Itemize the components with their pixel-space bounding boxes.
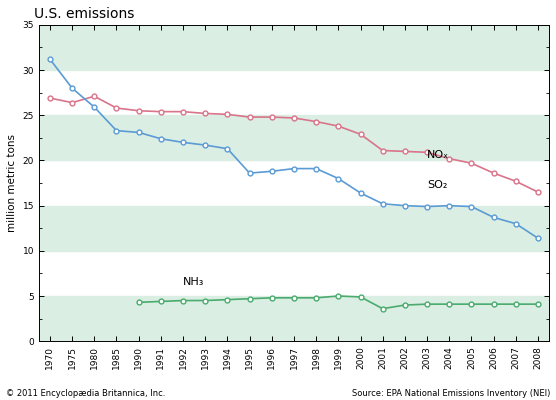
Text: Source: EPA National Emissions Inventory (NEI): Source: EPA National Emissions Inventory… (352, 389, 550, 398)
Text: © 2011 Encyclopædia Britannica, Inc.: © 2011 Encyclopædia Britannica, Inc. (6, 389, 165, 398)
Bar (39, 25, 549, 70)
Text: NOₓ: NOₓ (427, 150, 449, 160)
Y-axis label: million metric tons: million metric tons (7, 134, 17, 232)
Bar (39, 296, 549, 341)
Text: U.S. emissions: U.S. emissions (34, 7, 134, 21)
Bar (39, 115, 549, 160)
Text: SO₂: SO₂ (427, 180, 448, 190)
Bar (39, 206, 549, 251)
Text: NH₃: NH₃ (183, 277, 205, 287)
